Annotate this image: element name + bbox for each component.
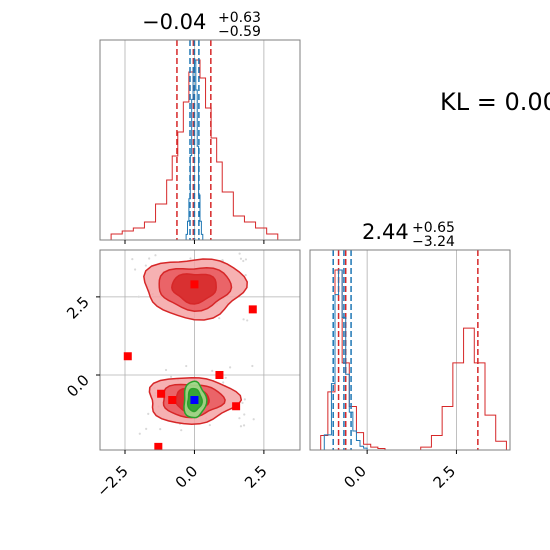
sample-point: [252, 418, 255, 421]
marker-point: [157, 389, 166, 398]
sample-point: [243, 413, 246, 416]
y-tick-label: 2.5: [63, 293, 93, 323]
sample-point: [243, 398, 246, 401]
bottom-right-title-plus: +0.65: [412, 220, 455, 236]
sample-point: [211, 369, 214, 372]
top-left-title-plus: +0.63: [218, 10, 261, 26]
sample-point: [144, 264, 147, 267]
sample-point: [222, 381, 225, 384]
marker-point: [232, 402, 241, 411]
sample-point: [133, 268, 137, 271]
marker-point: [168, 396, 177, 404]
panel-bottom-left-scatter: −2.5 0.0 2.5 0.0 2.5: [63, 249, 301, 501]
sample-point: [159, 428, 162, 431]
sample-point: [147, 412, 150, 416]
marker-point: [123, 352, 132, 361]
sample-point: [138, 432, 141, 435]
top-left-title-median: −0.04: [142, 10, 206, 34]
sample-point: [238, 252, 241, 255]
x-tick-label: −2.5: [93, 462, 131, 500]
sample-point: [251, 364, 254, 368]
sample-point: [221, 259, 224, 262]
sample-point: [242, 259, 245, 263]
panel-frame: [99, 39, 301, 241]
truth-point: [190, 396, 199, 404]
sample-point: [224, 376, 227, 379]
scatter-area: [123, 252, 257, 450]
x-tick-label: 2.5: [241, 462, 271, 492]
histogram-area: [110, 40, 279, 240]
x-tick-label: 2.5: [430, 462, 460, 492]
x-tick-label: 0.0: [340, 462, 370, 492]
sample-point: [180, 429, 183, 432]
sample-point: [137, 295, 140, 298]
kl-annotation: KL = 0.00: [440, 88, 550, 116]
top-left-title: −0.04: [142, 10, 206, 34]
panel-frame: [99, 249, 301, 451]
marker-point: [248, 305, 257, 314]
sample-point: [239, 425, 243, 428]
sample-point: [154, 254, 157, 257]
panel-frame: [309, 249, 511, 451]
top-left-title-minus: −0.59: [218, 24, 261, 40]
bottom-right-title: 2.44: [362, 220, 409, 244]
sample-point: [218, 317, 221, 320]
sample-point: [185, 364, 188, 368]
y-tick-label: 0.0: [63, 371, 93, 401]
marker-point: [154, 442, 163, 450]
sample-point: [238, 417, 241, 420]
sample-point: [229, 366, 232, 369]
bottom-right-title-minus: −3.24: [412, 234, 455, 250]
sample-point: [244, 273, 247, 277]
sample-point: [148, 257, 151, 260]
panel-top-left-histogram: [99, 39, 301, 244]
sample-point: [208, 423, 211, 427]
sample-point: [145, 427, 148, 430]
sample-point: [131, 258, 134, 261]
histogram-area: [320, 250, 507, 450]
sample-point: [242, 424, 246, 427]
marker-point: [215, 371, 224, 379]
sample-point: [241, 401, 244, 404]
sample-point: [169, 375, 173, 378]
sample-point: [246, 319, 249, 322]
sample-point: [189, 257, 192, 260]
histogram-series-1: [323, 269, 368, 450]
marker-point: [190, 280, 199, 289]
sample-point: [242, 318, 245, 321]
sample-point: [244, 258, 248, 261]
x-tick-label: 0.0: [172, 462, 202, 492]
panel-bottom-right-histogram: 0.0 2.5: [309, 249, 511, 492]
bottom-right-title-median: 2.44: [362, 220, 409, 244]
sample-point: [239, 257, 243, 260]
contour-level: [171, 273, 217, 305]
sample-point: [164, 368, 168, 372]
